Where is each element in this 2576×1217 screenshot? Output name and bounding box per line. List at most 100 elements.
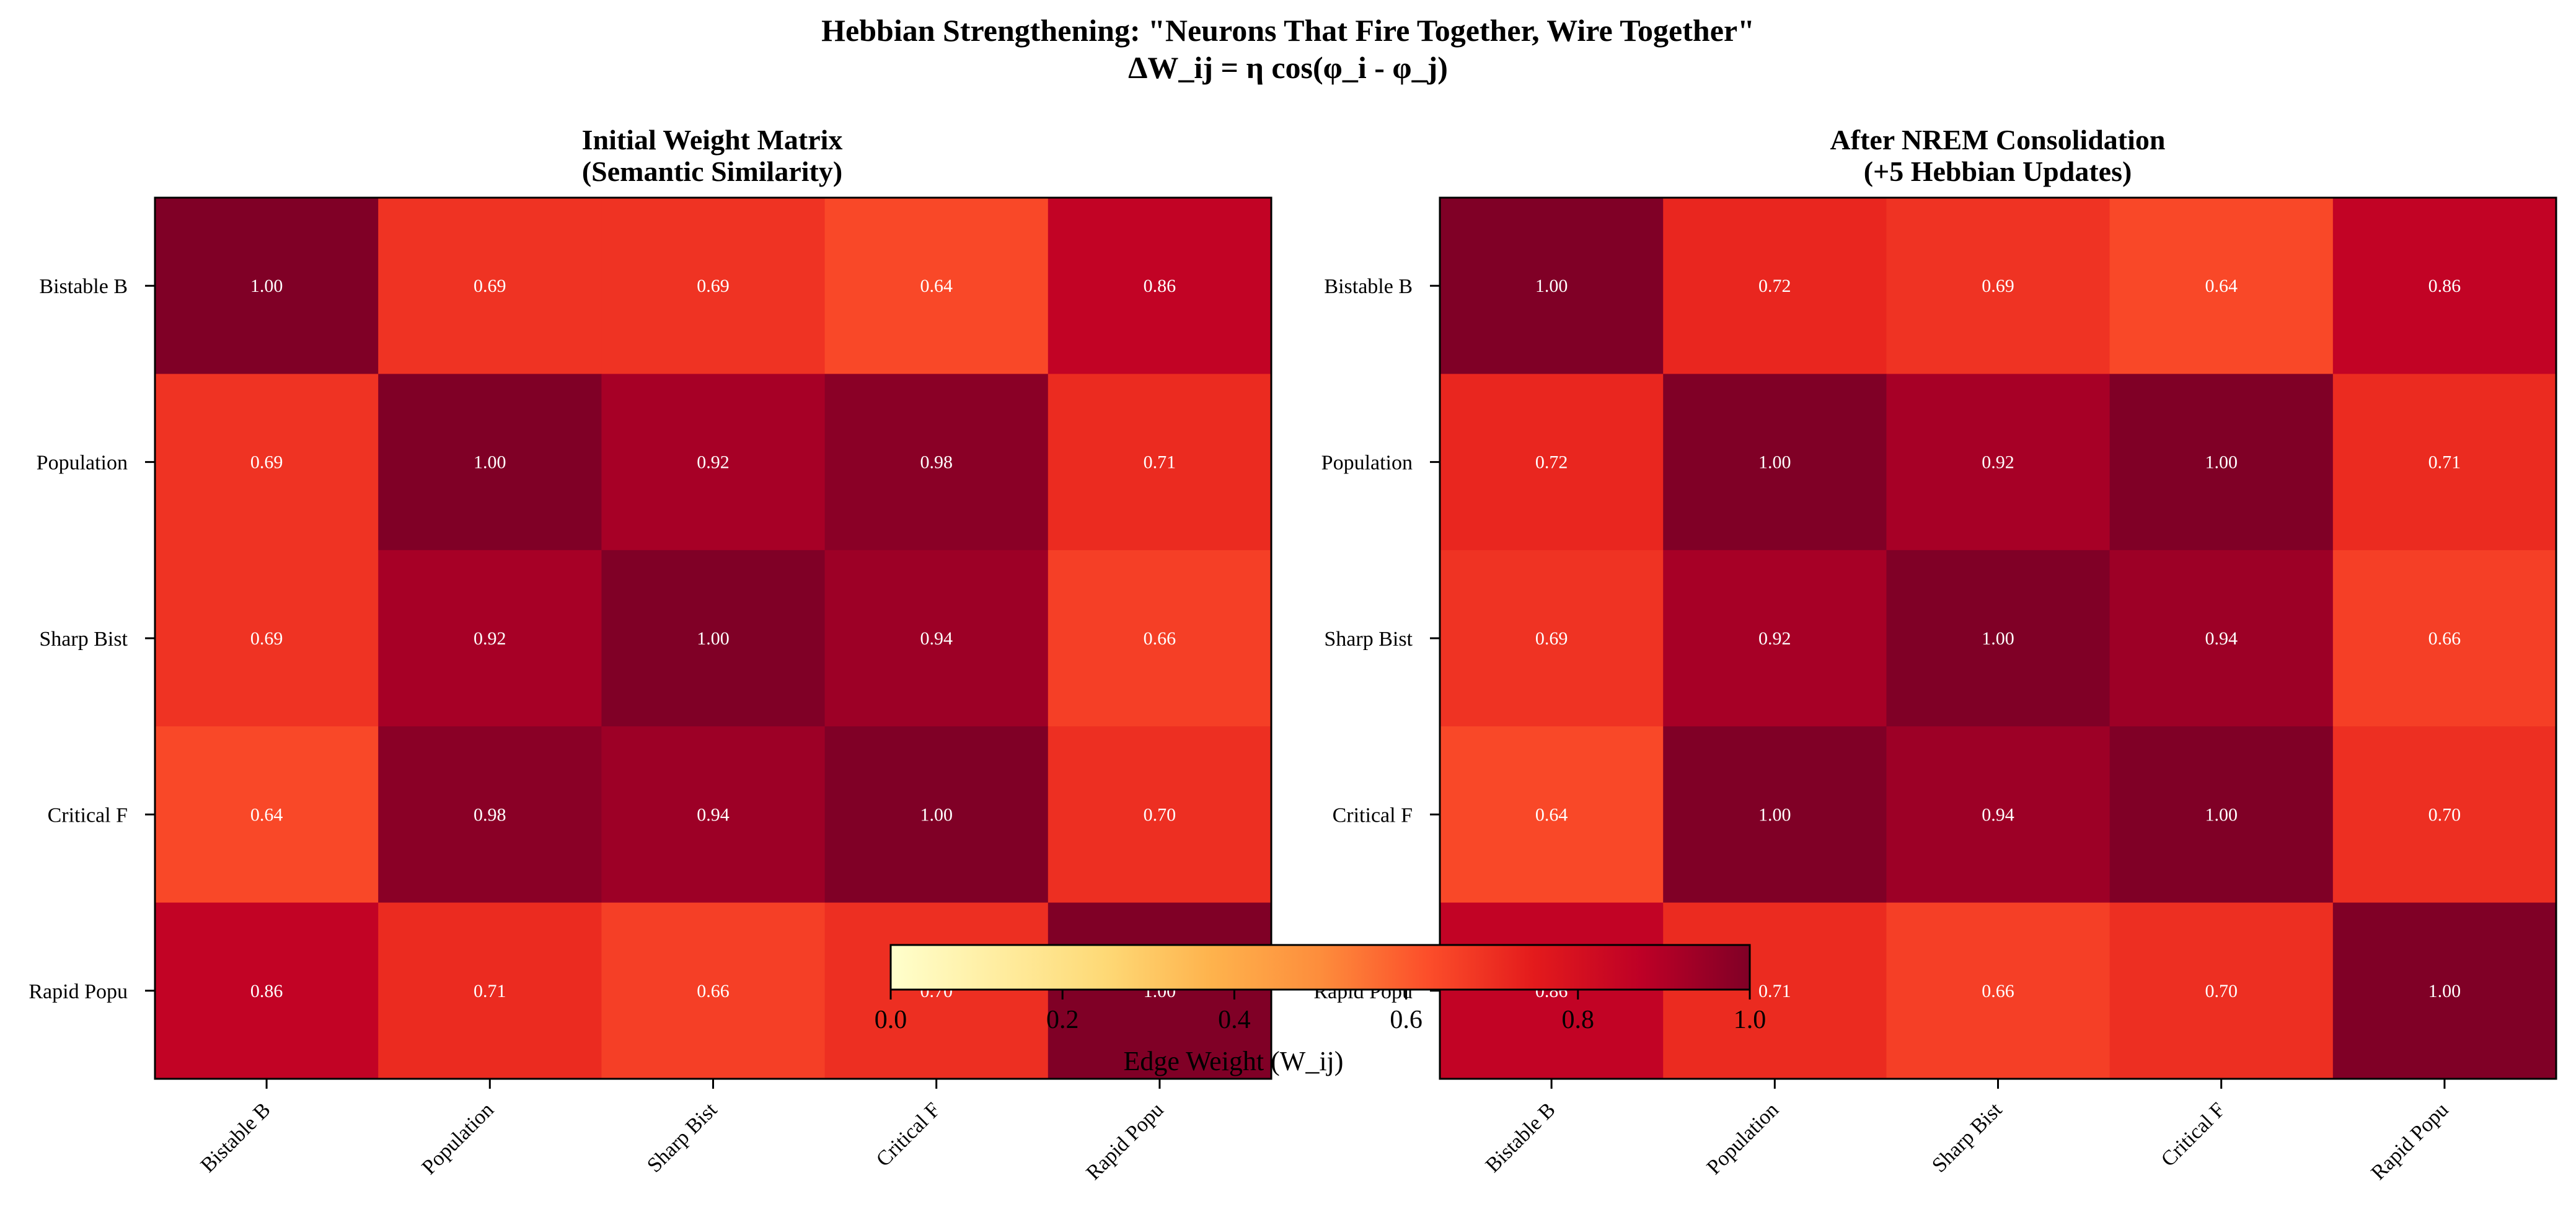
heatmap-cell — [1663, 726, 1887, 903]
cell-value-label: 1.00 — [1982, 628, 2014, 649]
colorbar-tick-label: 0.6 — [1390, 1006, 1423, 1034]
heatmap-cell — [2332, 374, 2557, 551]
heatmap-cell — [824, 902, 1049, 1079]
cell-value-label: 0.92 — [697, 452, 730, 473]
cell-value-label: 1.00 — [1758, 804, 1791, 825]
heatmap-after-nrem: After NREM Consolidation (+5 Hebbian Upd… — [1313, 124, 2557, 1185]
heatmap-cell — [2109, 374, 2334, 551]
cell-value-label: 0.70 — [2428, 804, 2461, 825]
cell-value-label: 0.72 — [1758, 276, 1791, 296]
colorbar-label: Edge Weight (W_ij) — [1124, 1046, 1344, 1076]
y-axis: Bistable B Population Sharp Bist Critical F… — [1313, 275, 1440, 1003]
cell-value-label: 0.66 — [1144, 628, 1176, 649]
cell-value-label: 0.92 — [474, 628, 506, 649]
colorbar-tick-label: 1.0 — [1734, 1006, 1767, 1034]
cell-value-label: 1.00 — [474, 452, 506, 473]
heatmap-cell — [2109, 550, 2334, 727]
heatmap-cell — [1886, 902, 2111, 1079]
cell-value-label: 0.66 — [1982, 981, 2014, 1001]
figure-subtitle: ΔW_ij = η cos(φ_i - φ_j) — [1128, 50, 1448, 85]
cell-value-label: 0.69 — [697, 276, 730, 296]
y-tick-label: Sharp Bist — [1324, 628, 1413, 651]
heatmap-cell — [155, 550, 379, 727]
cell-value-label: 0.92 — [1758, 628, 1791, 649]
cell-value-label: 0.92 — [1982, 452, 2014, 473]
heatmap-cell — [1663, 198, 1887, 374]
cell-value-label: 0.71 — [474, 981, 506, 1001]
cell-value-labels: 1.00 0.72 0.69 0.64 0.86 0.72 1.00 0.92 1.00 0.71… — [1535, 276, 2461, 1001]
heatmap-cell — [1048, 550, 1272, 727]
x-tick-label: Critical F — [2157, 1098, 2230, 1171]
cell-value-label: 0.64 — [920, 276, 953, 296]
heatmap-cell — [378, 726, 602, 903]
cell-value-label: 0.86 — [2428, 276, 2461, 296]
heatmap-cell — [1440, 726, 1664, 903]
cell-value-label: 0.71 — [1144, 452, 1176, 473]
x-tick-label: Bistable B — [1481, 1098, 1560, 1177]
x-tick-label: Bistable B — [196, 1098, 275, 1177]
cell-value-label: 1.00 — [2428, 981, 2461, 1001]
y-tick-label: Critical F — [1333, 804, 1413, 827]
colorbar-tick-label: 0.4 — [1218, 1006, 1251, 1034]
panel-title: After NREM Consolidation — [1830, 124, 2166, 156]
cell-value-label: 0.66 — [2428, 628, 2461, 649]
y-axis: Bistable B Population Sharp Bist Critical F… — [29, 275, 155, 1003]
heatmap-cell — [1048, 374, 1272, 551]
heatmap-cell — [2109, 198, 2334, 374]
heatmap-cell — [1886, 550, 2111, 727]
heatmap-cell — [155, 198, 379, 374]
cell-value-label: 0.64 — [1535, 804, 1568, 825]
cell-value-label: 0.64 — [250, 804, 283, 825]
heatmap-cell — [155, 902, 379, 1079]
y-tick-label: Bistable B — [39, 275, 128, 298]
cell-value-label: 0.71 — [2428, 452, 2461, 473]
heatmap-cell — [1440, 550, 1664, 727]
heatmap-cell — [601, 550, 826, 727]
heatmap-cell — [1048, 726, 1272, 903]
cell-value-label: 1.00 — [920, 804, 953, 825]
heatmap-cell — [378, 198, 602, 374]
heatmap-initial: Initial Weight Matrix (Semantic Similari… — [29, 124, 1273, 1185]
heatmap-cell — [601, 374, 826, 551]
heatmap-cell — [601, 198, 826, 374]
cell-value-label: 0.69 — [1982, 276, 2014, 296]
heatmap-cell — [155, 374, 379, 551]
x-tick-label: Population — [1703, 1098, 1783, 1179]
cell-value-label: 0.69 — [474, 276, 506, 296]
heatmap-cell — [1886, 726, 2111, 903]
heatmap-cell — [824, 374, 1049, 551]
panel-title: Initial Weight Matrix — [582, 124, 843, 156]
cell-value-label: 0.66 — [697, 981, 730, 1001]
x-tick-label: Rapid Popu — [1082, 1098, 1168, 1184]
colorbar-tick-label: 0.0 — [875, 1006, 907, 1034]
cell-value-label: 0.94 — [697, 804, 730, 825]
heatmap-cell — [2332, 902, 2557, 1079]
heatmap-cell — [155, 726, 379, 903]
y-tick-label: Sharp Bist — [39, 628, 128, 651]
y-tick-label: Critical F — [48, 804, 128, 827]
heatmap-cell — [824, 550, 1049, 727]
cell-value-label: 1.00 — [1535, 276, 1568, 296]
heatmap-cell — [2109, 902, 2334, 1079]
cell-value-label: 1.00 — [697, 628, 730, 649]
heatmap-cell — [1440, 198, 1664, 374]
cell-value-labels: 1.00 0.69 0.69 0.64 0.86 0.69 1.00 0.92 0.98 0.71… — [250, 276, 1176, 1001]
heatmap-cell — [2332, 198, 2557, 374]
heatmap-cell — [1663, 550, 1887, 727]
heatmap-cell — [378, 374, 602, 551]
y-tick-label: Population — [37, 452, 128, 475]
panel-subtitle: (Semantic Similarity) — [582, 156, 842, 187]
heatmap-cells — [1440, 198, 2557, 1079]
y-tick-label: Bistable B — [1324, 275, 1413, 298]
figure-title: Hebbian Strengthening: "Neurons That Fir… — [821, 13, 1755, 48]
cell-value-label: 0.86 — [1144, 276, 1176, 296]
colorbar: 0.0 0.2 0.4 0.6 0.8 1.0 Edge Weight (W_ij) — [875, 944, 1767, 1076]
cell-value-label: 0.86 — [250, 981, 283, 1001]
heatmap-cell — [1440, 374, 1664, 551]
x-axis: Bistable B Population Sharp Bist Critical F… — [196, 1079, 1168, 1185]
cell-value-label: 0.64 — [2205, 276, 2238, 296]
x-tick-label: Population — [418, 1098, 498, 1179]
x-tick-label: Critical F — [872, 1098, 945, 1171]
heatmap-cell — [1886, 374, 2111, 551]
